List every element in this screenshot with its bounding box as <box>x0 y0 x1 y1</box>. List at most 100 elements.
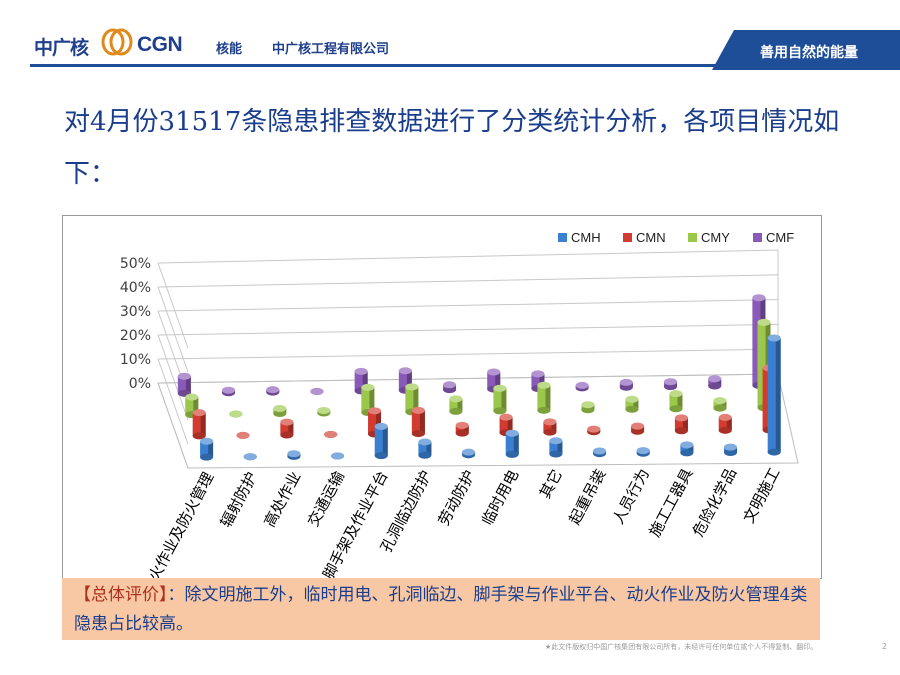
bar-CMH-5 <box>418 438 432 459</box>
bar-CMN-10 <box>631 422 645 435</box>
slogan-banner <box>712 30 900 70</box>
bar-CMH-7 <box>505 429 519 458</box>
x-tick-label: 劳动防护 <box>435 467 479 528</box>
evaluation-text: ：除文明施工外，临时用电、孔洞临边、脚手架与作业平台、动火作业及防火管理4类隐患… <box>74 585 808 634</box>
bar-CMF-12 <box>708 375 722 390</box>
x-tick-label: 危险化学品 <box>689 465 740 540</box>
cgn-logo-icon <box>101 28 133 56</box>
bar-CMN-5 <box>411 406 425 438</box>
bar-CMY-7 <box>493 384 507 415</box>
bar-CMN-2 <box>280 418 294 439</box>
bar-CMY-6 <box>449 395 463 415</box>
bar-CMH-10 <box>636 447 650 457</box>
gridline <box>157 323 779 336</box>
bar-CMN-0 <box>192 409 206 440</box>
bar-CMH-4 <box>374 422 388 460</box>
y-tick-label: 20% <box>120 328 151 344</box>
bar-CMF-1 <box>222 386 236 397</box>
bar-CMH-12 <box>724 443 738 456</box>
gridline-side <box>157 286 189 373</box>
bar-CMF-3 <box>310 388 324 395</box>
x-tick-label: 起重吊装 <box>565 466 609 527</box>
company-name: 中广核工程有限公司 <box>272 42 390 57</box>
page-title: 对4月份31517条隐患排查数据进行了分类统计分析，各项目情况如下： <box>64 107 840 189</box>
x-tick-label: 文明施工 <box>740 465 784 526</box>
x-tick-label: 高处作业 <box>260 469 304 530</box>
bar-CMH-0 <box>200 437 214 461</box>
bar-CMH-6 <box>462 448 476 459</box>
bar-CMN-11 <box>674 414 688 435</box>
bar-CMF-2 <box>266 386 280 396</box>
gridline <box>157 274 779 288</box>
chart-floor <box>157 373 799 469</box>
gridline <box>157 249 779 264</box>
bar-CMN-8 <box>543 418 557 436</box>
bar-CMH-1 <box>243 453 257 461</box>
bar-CMH-9 <box>593 447 607 458</box>
y-tick-label: 50% <box>120 256 151 272</box>
evaluation-heading: 【总体评价】 <box>74 585 168 605</box>
legend-swatch-CMF <box>753 233 762 242</box>
gridline-side <box>157 334 189 421</box>
bar-CMF-0 <box>177 372 191 397</box>
bar-CMN-12 <box>718 413 732 434</box>
bar-CMF-9 <box>575 381 589 392</box>
bar-CMF-6 <box>443 381 457 394</box>
bar-CMN-9 <box>587 425 601 436</box>
bar-CMY-12 <box>713 397 727 412</box>
bar-CMH-2 <box>287 450 301 460</box>
header: 中广核 CGN 核能 中广核工程有限公司 善用自然的能量 <box>0 0 900 75</box>
y-tick-label: 0% <box>129 376 151 392</box>
bar-CMY-9 <box>581 401 595 414</box>
bar-CMY-10 <box>625 395 639 413</box>
copyright-notice: ★此文件版权归中国广核集团有限公司所有，未经许可任何单位或个人不得复制、翻印。 <box>545 643 818 651</box>
bar-CMH-13 <box>767 334 781 456</box>
chart-frame: 0% 10% 20% 30% 40% 50% 动火作业及防火管理 辐射防护 高处作业 交通运输 脚手… <box>62 215 822 579</box>
x-tick-label: 交通运输 <box>304 468 348 529</box>
x-tick-label: 施工工器具 <box>645 465 696 540</box>
legend-label: CMH <box>571 230 601 245</box>
bar-CMH-8 <box>549 437 563 458</box>
bar-CMY-1 <box>229 410 243 418</box>
y-tick-label: 10% <box>120 352 151 368</box>
x-tick-label: 辐射防护 <box>217 469 261 530</box>
bar-CMH-3 <box>331 452 345 460</box>
bar-CMN-1 <box>236 431 250 439</box>
bar-CMF-7 <box>487 368 501 393</box>
bar-CMF-10 <box>619 378 633 391</box>
bar-CMY-8 <box>537 381 551 414</box>
legend-swatch-CMN <box>623 233 632 242</box>
bar-chart: 0%10%20%30%40%50%动火作业及防火管理 辐射防护 高处作业 交通运输脚手… <box>120 230 799 578</box>
bar-CMF-11 <box>664 378 678 391</box>
bar-CMY-0 <box>185 393 199 419</box>
bar-CMN-6 <box>455 421 469 437</box>
logo-subtitle: 核能 <box>216 42 243 57</box>
legend-swatch-CMY <box>688 233 697 242</box>
legend-label: CMF <box>766 230 794 245</box>
logo-chinese-name: 中广核 <box>34 37 89 59</box>
gridline-side <box>157 262 189 349</box>
x-tick-label: 临时用电 <box>478 467 522 528</box>
y-tick-label: 30% <box>120 304 151 320</box>
x-tick-label: 其它 <box>536 466 566 501</box>
legend-label: CMY <box>701 230 730 245</box>
x-tick-label: 动火作业及防火管理 <box>138 469 217 578</box>
bar-CMN-3 <box>324 431 338 438</box>
bar-CMH-11 <box>680 441 694 457</box>
gridline <box>157 299 779 312</box>
bar-CMY-2 <box>273 405 287 418</box>
legend-swatch-CMH <box>558 233 567 242</box>
legend-label: CMN <box>636 230 666 245</box>
logo-english-name: CGN <box>137 33 183 56</box>
evaluation-box: 【总体评价】：除文明施工外，临时用电、孔洞临边、脚手架与作业平台、动火作业及防火… <box>62 578 820 640</box>
gridline-side <box>157 358 189 445</box>
bar-CMY-3 <box>317 406 331 417</box>
bar-CMY-4 <box>361 383 375 416</box>
gridline <box>157 348 779 360</box>
page-number: 2 <box>882 642 888 651</box>
y-tick-label: 40% <box>120 280 151 296</box>
header-divider <box>30 64 720 67</box>
slogan-text: 善用自然的能量 <box>760 45 858 61</box>
x-tick-label: 人员行为 <box>609 466 653 527</box>
bar-CMY-11 <box>669 390 683 413</box>
